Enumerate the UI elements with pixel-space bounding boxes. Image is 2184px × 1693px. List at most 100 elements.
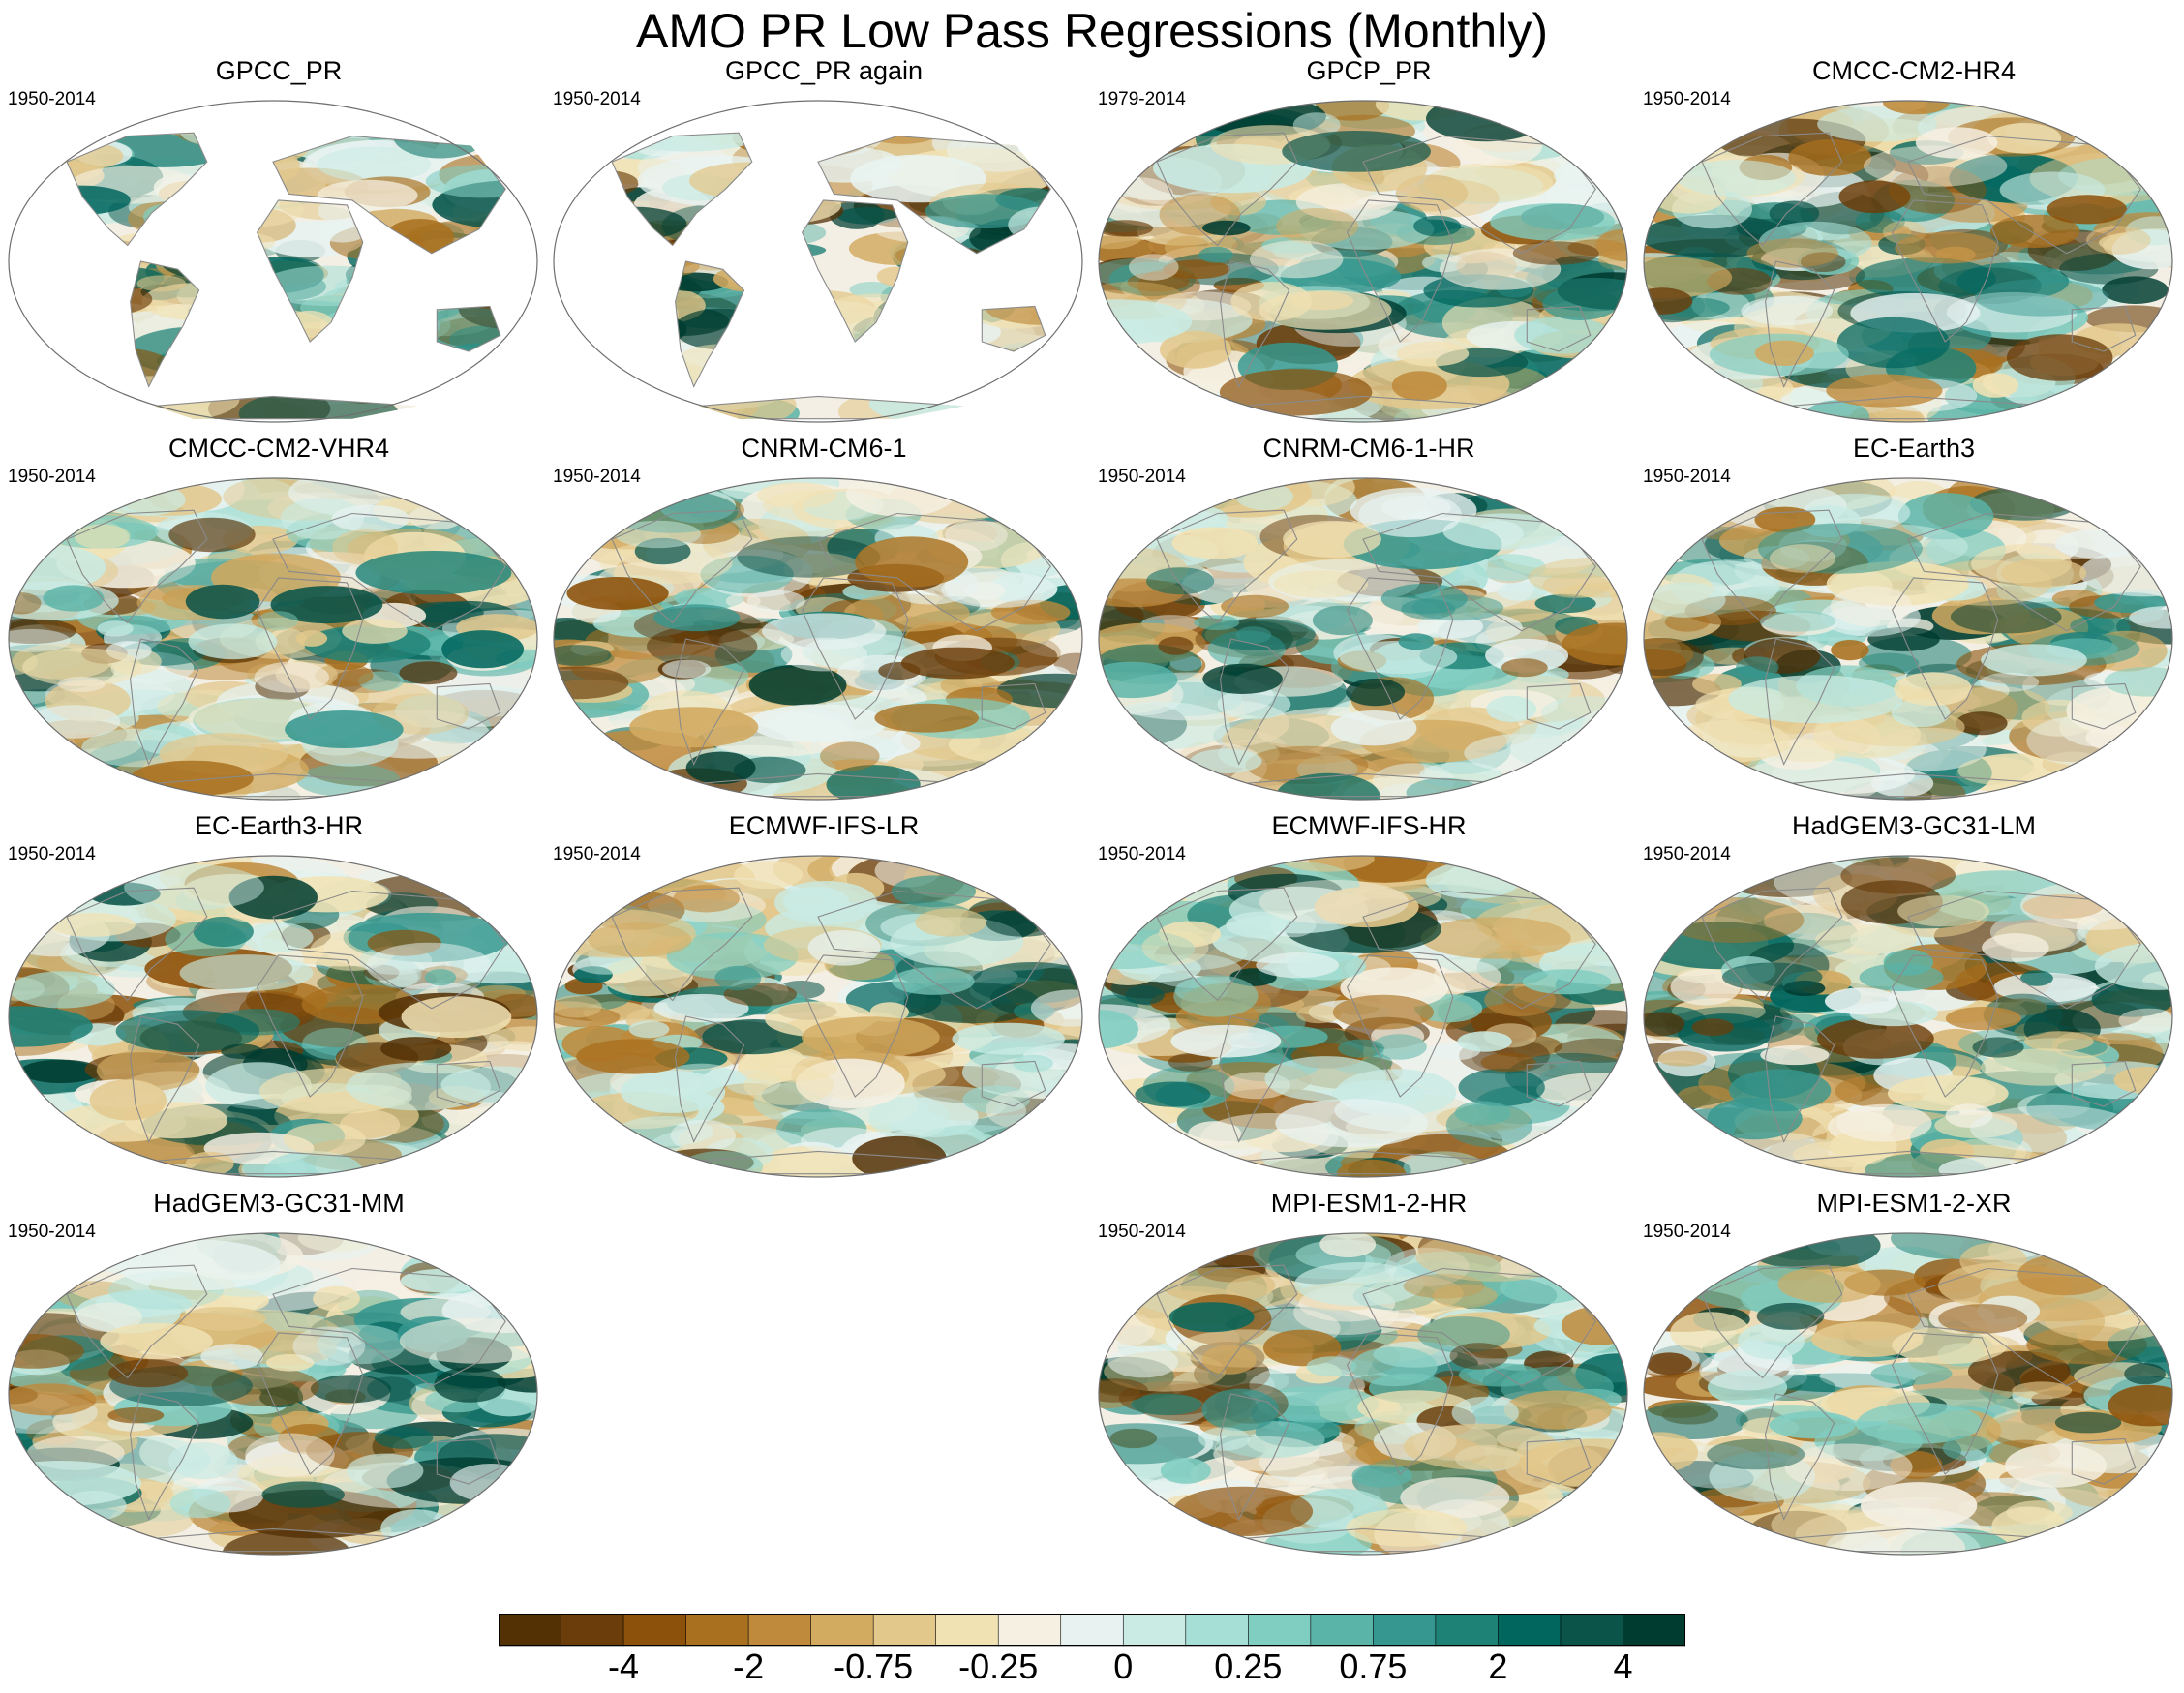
panel-years: 1979-2014 bbox=[1098, 89, 1186, 109]
precip-field bbox=[9, 856, 537, 1177]
colorbar bbox=[499, 1614, 1685, 1647]
precip-field bbox=[554, 478, 1082, 800]
precip-field bbox=[1099, 478, 1627, 800]
map-border bbox=[553, 477, 1083, 801]
colorbar-tick-label: -2 bbox=[733, 1647, 765, 1686]
panel-years: 1950-2014 bbox=[1643, 89, 1731, 109]
map-panel: ECMWF-IFS-LR 1950-2014 bbox=[553, 809, 1095, 1182]
precip-field bbox=[1644, 1233, 2172, 1555]
map-panel: CMCC-CM2-HR4 1950-2014 bbox=[1643, 54, 2184, 427]
colorbar-swatch bbox=[1623, 1614, 1685, 1647]
figure-title: AMO PR Low Pass Regressions (Monthly) bbox=[636, 4, 1548, 58]
colorbar-tick-label: -0.75 bbox=[834, 1647, 914, 1686]
colorbar-swatch bbox=[622, 1614, 687, 1647]
map-panel: GPCC_PR 1950-2014 bbox=[8, 54, 550, 427]
colorbar-swatch bbox=[1373, 1614, 1437, 1647]
panel-years: 1950-2014 bbox=[8, 1222, 96, 1242]
map-border bbox=[1098, 100, 1628, 423]
map-panel: MPI-ESM1-2-XR 1950-2014 bbox=[1643, 1187, 2184, 1559]
coastlines bbox=[1701, 887, 2141, 1175]
map-border bbox=[8, 855, 538, 1178]
colorbar-swatch bbox=[561, 1614, 624, 1647]
panel-years: 1950-2014 bbox=[1098, 1222, 1186, 1242]
precip-field bbox=[67, 133, 506, 419]
map-border bbox=[553, 100, 1083, 423]
map-border bbox=[1643, 855, 2173, 1178]
precip-field bbox=[1099, 101, 1627, 422]
map-panel: ECMWF-IFS-HR 1950-2014 bbox=[1098, 809, 1640, 1182]
colorbar-swatch bbox=[1122, 1614, 1187, 1647]
panel-years: 1950-2014 bbox=[1643, 467, 1731, 487]
world-map bbox=[1643, 100, 2173, 423]
map-border bbox=[1098, 855, 1628, 1178]
panel-title: MPI-ESM1-2-HR bbox=[1270, 1189, 1468, 1218]
panel-title: HadGEM3-GC31-LM bbox=[1791, 811, 2037, 840]
world-map bbox=[553, 477, 1083, 801]
precip-field bbox=[9, 478, 537, 800]
map-panel: EC-Earth3-HR 1950-2014 bbox=[8, 809, 550, 1182]
world-map bbox=[1098, 477, 1628, 801]
panel-title: CNRM-CM6-1-HR bbox=[1262, 434, 1475, 463]
map-panel: CNRM-CM6-1-HR 1950-2014 bbox=[1098, 432, 1640, 804]
panel-title: ECMWF-IFS-LR bbox=[728, 811, 920, 840]
panel-years: 1950-2014 bbox=[553, 844, 641, 864]
map-panel: MPI-ESM1-2-HR 1950-2014 bbox=[1098, 1187, 1640, 1559]
panel-title: ECMWF-IFS-HR bbox=[1271, 811, 1467, 840]
world-map bbox=[8, 100, 538, 423]
precip-field bbox=[1644, 478, 2172, 800]
panel-years: 1950-2014 bbox=[8, 467, 96, 487]
colorbar-swatch bbox=[1060, 1614, 1125, 1647]
map-border bbox=[1643, 1232, 2173, 1556]
world-map bbox=[1098, 855, 1628, 1178]
colorbar-tick-label: 0.75 bbox=[1339, 1647, 1408, 1686]
precip-field bbox=[612, 133, 1051, 419]
map-border bbox=[1643, 100, 2173, 423]
colorbar-tick-label: 2 bbox=[1488, 1647, 1508, 1686]
world-map bbox=[1643, 477, 2173, 801]
map-border bbox=[553, 855, 1083, 1178]
world-map bbox=[1098, 100, 1628, 423]
map-panel: CMCC-CM2-VHR4 1950-2014 bbox=[8, 432, 550, 804]
panel-title: EC-Earth3 bbox=[1852, 434, 1976, 463]
colorbar-swatch bbox=[872, 1614, 937, 1647]
panel-years: 1950-2014 bbox=[1098, 467, 1186, 487]
precip-field bbox=[1644, 856, 2172, 1177]
map-border bbox=[1098, 477, 1628, 801]
map-border bbox=[8, 1232, 538, 1556]
map-border bbox=[8, 477, 538, 801]
precip-field bbox=[554, 856, 1082, 1177]
precip-field bbox=[1644, 101, 2172, 422]
panel-years: 1950-2014 bbox=[1643, 1222, 1731, 1242]
map-panel: CNRM-CM6-1 1950-2014 bbox=[553, 432, 1095, 804]
colorbar-swatch bbox=[499, 1614, 562, 1647]
colorbar-swatch bbox=[1435, 1614, 1500, 1647]
map-border bbox=[1098, 1232, 1628, 1556]
world-map bbox=[553, 855, 1083, 1178]
map-border bbox=[8, 100, 538, 423]
panel-title: CMCC-CM2-VHR4 bbox=[168, 434, 389, 463]
panel-years: 1950-2014 bbox=[8, 844, 96, 864]
map-panel: HadGEM3-GC31-MM 1950-2014 bbox=[8, 1187, 550, 1559]
world-map bbox=[1643, 855, 2173, 1178]
panel-years: 1950-2014 bbox=[1643, 844, 1731, 864]
panel-years: 1950-2014 bbox=[8, 89, 96, 109]
colorbar-swatch bbox=[1248, 1614, 1312, 1647]
colorbar-swatch bbox=[997, 1614, 1062, 1647]
colorbar-swatch bbox=[1498, 1614, 1562, 1647]
precip-field bbox=[1099, 1233, 1627, 1555]
colorbar-tick-label: -4 bbox=[608, 1647, 640, 1686]
world-map bbox=[8, 855, 538, 1178]
panel-title: MPI-ESM1-2-XR bbox=[1816, 1189, 2012, 1218]
world-map bbox=[8, 477, 538, 801]
map-panel: GPCP_PR 1979-2014 bbox=[1098, 54, 1640, 427]
colorbar-swatch bbox=[1185, 1614, 1250, 1647]
precip-field bbox=[9, 1233, 537, 1555]
panel-title: EC-Earth3-HR bbox=[194, 811, 364, 840]
panel-years: 1950-2014 bbox=[553, 89, 641, 109]
panel-title: CNRM-CM6-1 bbox=[741, 434, 907, 463]
map-border bbox=[1643, 477, 2173, 801]
colorbar-tick-label: 0 bbox=[1113, 1647, 1134, 1686]
panel-title: GPCP_PR bbox=[1306, 56, 1432, 85]
panel-years: 1950-2014 bbox=[1098, 844, 1186, 864]
panel-title: GPCC_PR bbox=[215, 56, 343, 85]
